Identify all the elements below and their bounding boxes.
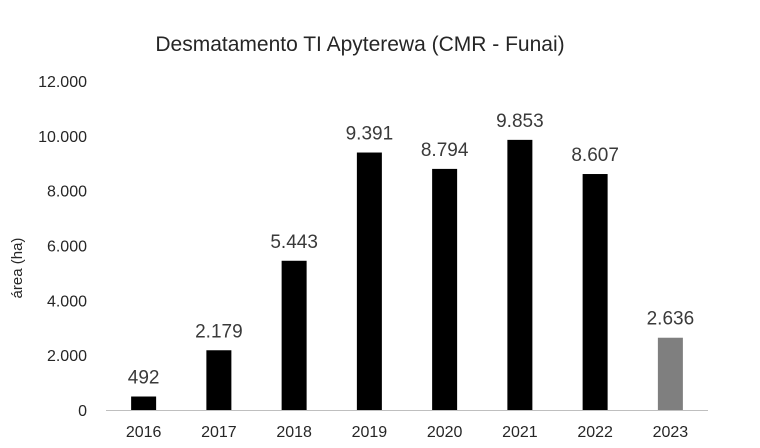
data-label-2017: 2.179	[195, 321, 243, 342]
chart-title: Desmatamento TI Apyterewa (CMR - Funai)	[155, 33, 564, 56]
y-tick-label: 10.000	[38, 129, 87, 146]
y-tick-label: 2.000	[47, 348, 87, 365]
data-label-2022: 8.607	[571, 145, 619, 166]
x-tick-label: 2023	[653, 424, 689, 441]
bar-2017	[206, 350, 232, 410]
bar-2019	[356, 152, 382, 410]
y-axis-ticks: 0 2.000 4.000 6.000 8.000 10.000 12.000	[38, 74, 87, 420]
y-tick-label: 12.000	[38, 74, 87, 91]
data-label-2023: 2.636	[647, 309, 695, 330]
x-tick-label: 2016	[126, 424, 162, 441]
y-tick-label: 0	[78, 403, 87, 420]
bar-2020	[432, 168, 458, 410]
data-label-2019: 9.391	[346, 124, 394, 145]
x-axis-ticks: 2016 2017 2018 2019 2020 2021 2022 2023	[126, 424, 688, 441]
x-tick-label: 2020	[427, 424, 463, 441]
x-tick-label: 2018	[276, 424, 312, 441]
x-tick-label: 2022	[577, 424, 613, 441]
bar-2021	[507, 139, 533, 410]
bar-2023	[657, 337, 683, 410]
x-tick-label: 2017	[201, 424, 237, 441]
x-tick-label: 2019	[352, 424, 388, 441]
y-tick-label: 6.000	[47, 239, 87, 256]
data-label-2020: 8.794	[421, 140, 469, 161]
bar-2018	[281, 260, 307, 410]
x-tick-label: 2021	[502, 424, 538, 441]
data-label-2021: 9.853	[496, 111, 544, 132]
value-labels: 492 2.179 5.443 9.391 8.794 9.853 8.607 2.636	[128, 111, 694, 389]
y-axis-label: área (ha)	[9, 238, 26, 299]
data-label-2018: 5.443	[270, 232, 318, 253]
bar-2022	[582, 174, 608, 410]
bar-2016	[131, 396, 157, 410]
y-tick-label: 4.000	[47, 293, 87, 310]
bars	[131, 139, 683, 410]
y-tick-label: 8.000	[47, 184, 87, 201]
data-label-2016: 492	[128, 368, 160, 389]
